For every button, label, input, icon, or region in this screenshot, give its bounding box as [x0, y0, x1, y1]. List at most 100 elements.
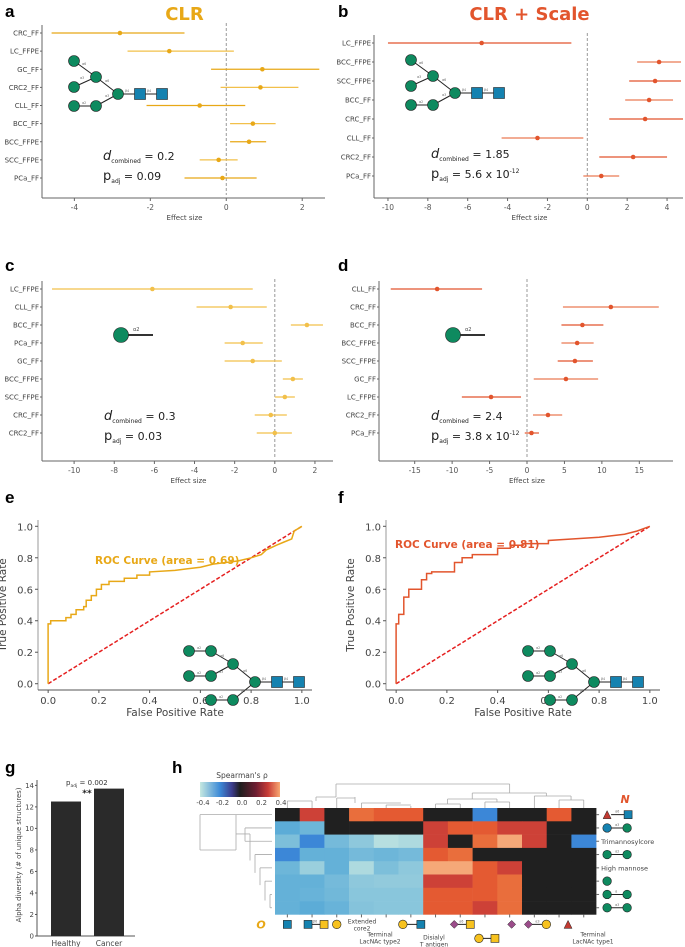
glycan-diamond-icon [523, 920, 533, 929]
heatmap-cell [423, 887, 449, 902]
glycan-linkage-label: α2 [419, 100, 423, 104]
colorbar-title: Spearman's ρ [216, 771, 268, 780]
glycan-linkage-label: α2 [133, 327, 139, 333]
heatmap-cell [423, 821, 449, 835]
glycan-linkage-label: α6 [615, 810, 619, 814]
category-label: CRC_FF [350, 304, 376, 312]
glycan-linkage-label: α6 [419, 61, 423, 65]
p-adj-label: padj = 0.09 [103, 169, 161, 185]
glycan-linkage-label: α3 [535, 919, 539, 923]
y-axis-title: True Positive Rate [345, 558, 357, 653]
heatmap-cell [546, 861, 572, 875]
glycan-circle-icon [332, 919, 342, 930]
glycan-linkage-label: α3 [615, 823, 619, 827]
glycan-linkage-label: α2 [558, 695, 562, 699]
category-label: CRC_FF [13, 412, 39, 420]
glycan-square-icon [319, 920, 329, 929]
glycan-circle-icon [602, 889, 612, 900]
category-label: PCa_FF [14, 175, 39, 183]
heatmap-cell [447, 901, 473, 915]
category-label: BCC_FFPE [4, 138, 39, 146]
heatmap-cell [299, 821, 325, 835]
colorbar-tick-label: 0.4 [276, 799, 287, 807]
glycan-linkage-label: β4 [147, 89, 151, 93]
category-label: LC_FFPE [347, 394, 376, 402]
glycan-circle-icon [566, 694, 578, 706]
x-tick-label: -2 [544, 203, 552, 212]
x-tick-label: Cancer [96, 939, 123, 947]
heatmap-cell [571, 887, 597, 902]
glycan-linkage-label: α2 [82, 101, 86, 105]
glycan-linkage-label: α [615, 889, 617, 893]
effect-point [260, 66, 265, 72]
y-tick-label: 2 [30, 911, 34, 919]
heatmap-cell [373, 808, 399, 822]
heatmap-cell [398, 861, 424, 875]
y-tick-label: 10 [25, 825, 34, 833]
glycan-linkage-label: α3 [241, 689, 245, 693]
glycan-square-icon [283, 920, 292, 929]
heatmap-cell [299, 861, 325, 875]
heatmap-cell [472, 887, 498, 902]
x-tick-label: -8 [111, 466, 119, 475]
y-tick-label: 6 [30, 868, 35, 876]
heatmap-cell [447, 808, 473, 822]
y-tick-label: 8 [30, 846, 34, 854]
row-label: Trimannosylcore [600, 838, 654, 846]
heatmap-cell [522, 887, 547, 902]
x-tick-label: 1.0 [642, 696, 658, 707]
effect-point [304, 322, 310, 328]
heatmap-cell [472, 834, 498, 849]
heatmap-cell [398, 821, 424, 835]
heatmap-cell [373, 874, 399, 889]
x-axis-title: Effect size [167, 214, 203, 222]
effect-point [646, 97, 652, 103]
heatmap-cell [546, 901, 572, 915]
roc-curve-line [47, 525, 303, 684]
glycan-circle-icon [566, 658, 578, 670]
glycan-circle-icon [602, 903, 612, 913]
glycan-linkage-label: β4 [462, 88, 466, 92]
glycan-diamond-icon [507, 920, 517, 929]
x-tick-label: -4 [504, 203, 512, 212]
glycan-linkage-label: α2 [615, 850, 619, 854]
effect-point [574, 340, 580, 346]
x-tick-label: -5 [486, 466, 494, 475]
x-tick-label: -6 [151, 466, 159, 475]
glycan-circle-icon [588, 676, 600, 688]
glycan-circle-icon [522, 645, 534, 657]
heatmap-cell [373, 901, 399, 915]
colorbar-tick-label: -0.2 [216, 799, 229, 807]
glycan-linkage-label: α3 [417, 75, 421, 79]
panel-label-g: g [5, 758, 16, 777]
glycan-linkage-label: α3 [558, 670, 562, 674]
x-tick-label: -10 [382, 203, 394, 212]
category-label: BCC_FFPE [336, 59, 371, 67]
heatmap-cell [299, 874, 325, 889]
effect-point [250, 121, 256, 126]
x-axis-title: Effect size [171, 477, 207, 485]
x-tick-label: 0 [224, 203, 229, 212]
glycan-circle-icon [205, 694, 217, 706]
panel-label-e: e [5, 488, 15, 507]
column-dendrogram [286, 783, 585, 808]
roc-chart-f: 0.00.20.40.60.81.00.00.20.40.60.81.0Fals… [345, 520, 660, 719]
bar [51, 801, 81, 936]
y-tick-label: 0.2 [365, 648, 381, 659]
glycan-circle-icon [405, 80, 417, 92]
chance-diagonal-line [47, 525, 303, 685]
glycan-square-icon [416, 920, 426, 929]
panel-label-a: a [5, 2, 15, 21]
heatmap-cell [497, 834, 523, 849]
heatmap-cell [373, 887, 399, 902]
effect-point [545, 412, 551, 418]
column-label: Extended [348, 918, 377, 925]
panel-label-c: c [5, 256, 15, 275]
category-label: BCC_FFPE [4, 376, 39, 384]
n-glycan-group-label: N [620, 793, 629, 806]
glycan-square-icon [156, 88, 168, 100]
glycan-square-icon [493, 87, 505, 99]
glycan-circle-icon [68, 100, 80, 112]
glycan-triangle-icon [602, 810, 612, 819]
